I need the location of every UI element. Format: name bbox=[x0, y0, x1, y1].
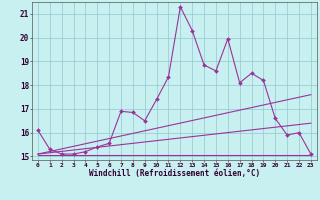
X-axis label: Windchill (Refroidissement éolien,°C): Windchill (Refroidissement éolien,°C) bbox=[89, 169, 260, 178]
